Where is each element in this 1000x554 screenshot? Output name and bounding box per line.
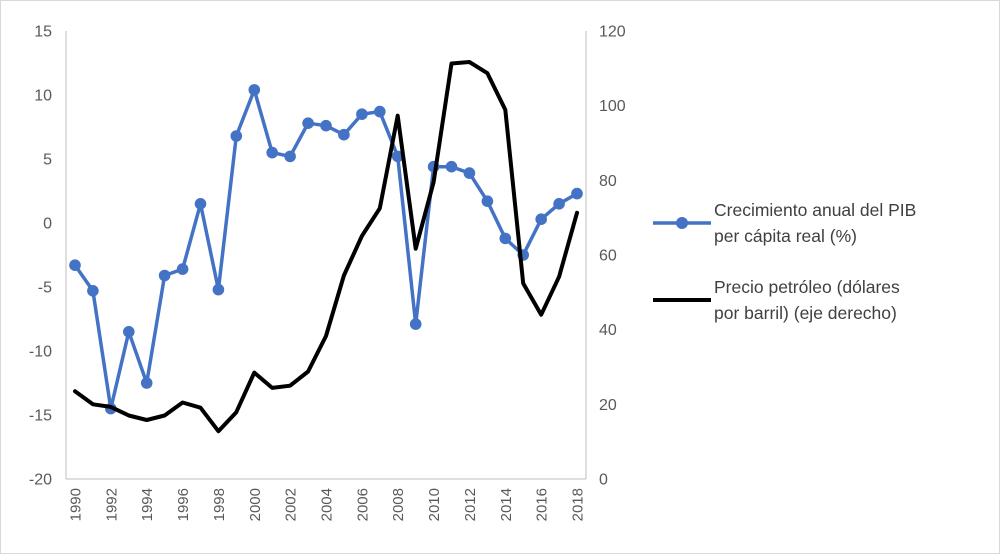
svg-text:15: 15 (34, 24, 52, 41)
svg-text:1992: 1992 (103, 488, 120, 521)
svg-text:-20: -20 (29, 472, 52, 489)
legend-label-oil: Precio petróleo (dólares por barril) (ej… (714, 274, 900, 327)
right-axis-labels: 120 100 80 60 40 20 0 (599, 24, 626, 489)
left-axis-labels: 15 10 5 0 -5 -10 -15 -20 (29, 24, 52, 489)
svg-text:-5: -5 (38, 280, 52, 297)
svg-text:2002: 2002 (283, 488, 300, 521)
legend-label-gdp-line2: per cápita real (%) (714, 226, 857, 247)
svg-text:2014: 2014 (498, 488, 515, 521)
svg-text:2006: 2006 (354, 488, 371, 521)
svg-text:60: 60 (599, 248, 617, 265)
chart-legend: Crecimiento anual del PIB per cápita rea… (653, 197, 997, 326)
legend-label-gdp: Crecimiento anual del PIB per cápita rea… (714, 197, 916, 250)
svg-text:2016: 2016 (534, 488, 551, 521)
axis-lines (65, 31, 587, 480)
x-axis-labels: 1990 1992 1994 1996 1998 2000 2002 2004 2006 2008… (67, 488, 586, 521)
legend-label-oil-line1: Precio petróleo (dólares (714, 276, 900, 297)
svg-text:2012: 2012 (462, 488, 479, 521)
svg-text:2010: 2010 (426, 488, 443, 521)
svg-text:2004: 2004 (319, 488, 336, 521)
legend-item-gdp[interactable]: Crecimiento anual del PIB per cápita rea… (653, 197, 997, 250)
svg-text:1994: 1994 (139, 488, 156, 521)
svg-text:1996: 1996 (175, 488, 192, 521)
svg-text:100: 100 (599, 98, 626, 115)
svg-text:-15: -15 (29, 408, 52, 425)
gdp-line-marker-icon (653, 217, 711, 230)
svg-text:10: 10 (34, 88, 52, 105)
svg-text:120: 120 (599, 24, 626, 41)
svg-text:80: 80 (599, 173, 617, 190)
svg-text:1990: 1990 (67, 488, 84, 521)
oil-series[interactable] (73, 60, 579, 434)
svg-text:1998: 1998 (211, 488, 228, 521)
svg-text:0: 0 (599, 472, 608, 489)
svg-text:40: 40 (599, 322, 617, 339)
dual-axis-line-chart: 15 10 5 0 -5 -10 -15 -20 120 100 80 60 40 20 0 1990 1992… (29, 24, 626, 522)
svg-text:2018: 2018 (570, 488, 587, 521)
svg-text:20: 20 (599, 397, 617, 414)
svg-text:0: 0 (43, 216, 52, 233)
oil-line-icon (653, 297, 711, 302)
legend-label-gdp-line1: Crecimiento anual del PIB (714, 200, 917, 220)
svg-text:2008: 2008 (390, 488, 407, 521)
legend-item-oil[interactable]: Precio petróleo (dólares por barril) (ej… (653, 274, 997, 327)
svg-text:-10: -10 (29, 344, 52, 361)
legend-label-oil-line2: por barril) (eje derecho) (714, 302, 897, 323)
svg-text:2000: 2000 (247, 488, 264, 521)
svg-text:5: 5 (43, 152, 52, 169)
